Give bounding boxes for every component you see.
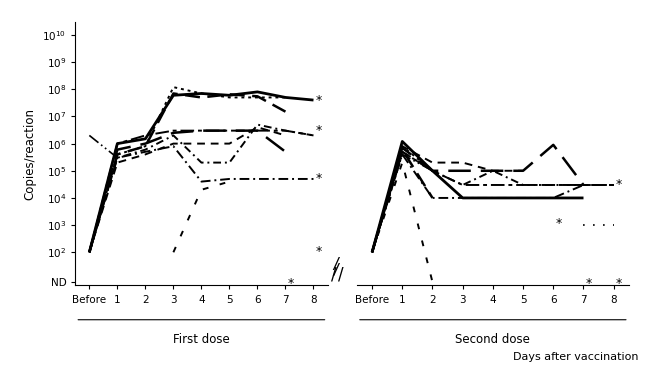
Text: *: * xyxy=(316,94,322,107)
Y-axis label: Copies/reaction: Copies/reaction xyxy=(24,108,37,200)
Text: *: * xyxy=(586,277,592,290)
Text: *: * xyxy=(616,277,622,290)
Text: *: * xyxy=(316,244,322,258)
Text: *: * xyxy=(316,172,322,186)
Text: Days after vaccination: Days after vaccination xyxy=(513,352,639,362)
Text: *: * xyxy=(555,217,562,231)
Text: /: / xyxy=(331,257,341,272)
Text: *: * xyxy=(316,124,322,137)
Text: *: * xyxy=(288,277,294,290)
Text: /: / xyxy=(331,266,337,284)
Text: *: * xyxy=(616,179,622,191)
Text: /: / xyxy=(331,263,341,278)
Text: First dose: First dose xyxy=(173,333,230,346)
Text: Second dose: Second dose xyxy=(455,333,531,346)
Text: /: / xyxy=(338,266,343,284)
